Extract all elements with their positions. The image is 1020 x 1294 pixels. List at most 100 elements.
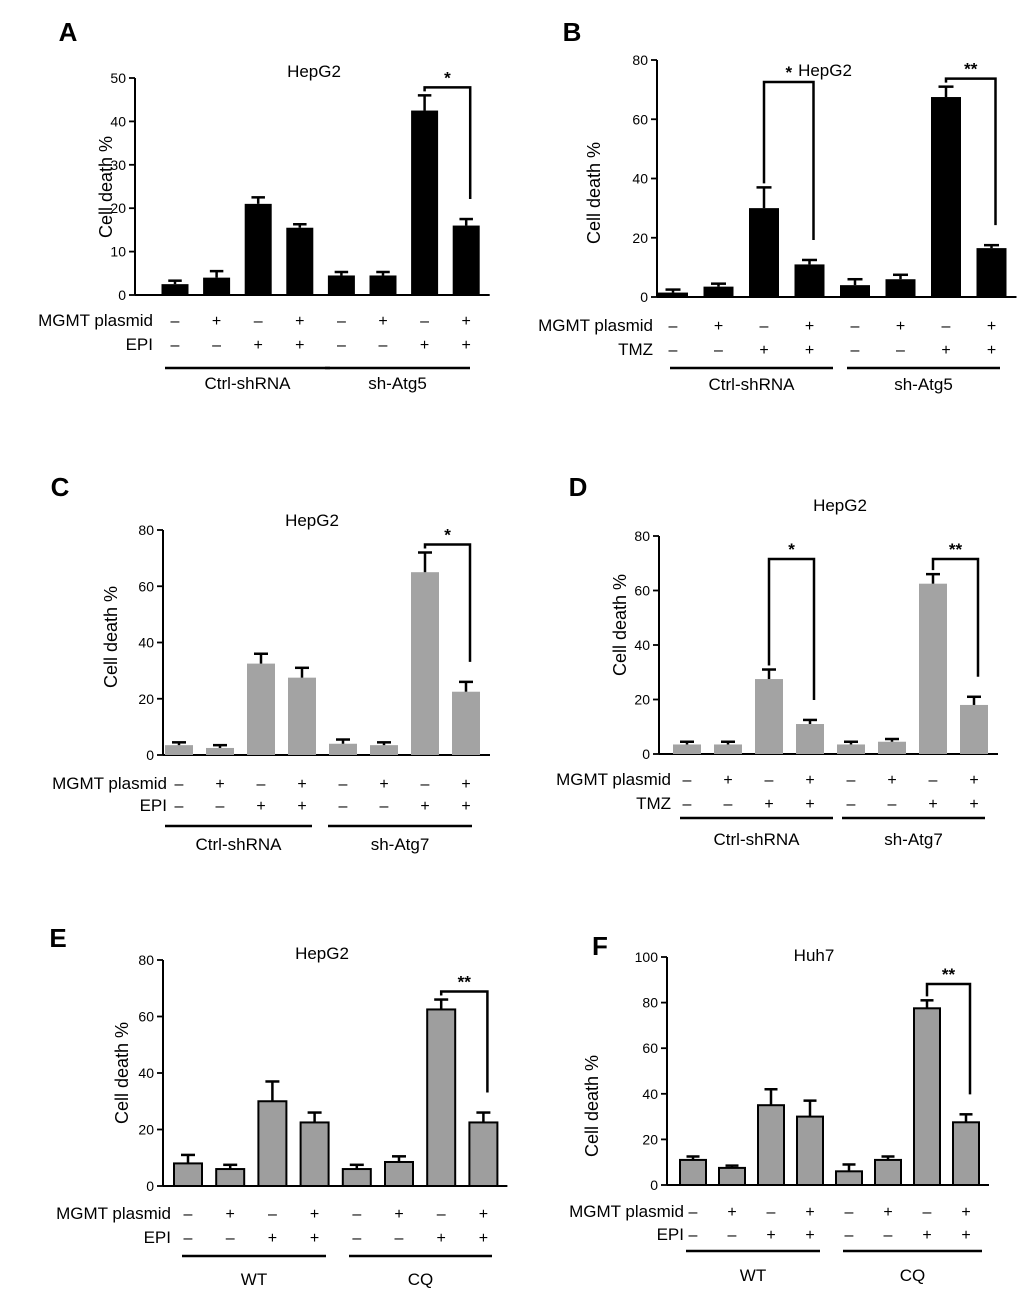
condition-sign: + [420,798,429,815]
bar [796,724,824,754]
condition-sign: – [184,1230,193,1247]
condition-sign: + [256,798,265,815]
bar [673,744,701,754]
condition-sign: + [462,313,471,330]
condition-sign: + [479,1230,488,1247]
condition-sign: + [987,342,996,359]
condition-sign: – [683,796,692,813]
panel-f: F Huh7 Cell death % 0 20 40 60 80 100 ** MGMT plas… [569,931,989,1285]
y-tick-label: 40 [632,171,648,187]
y-tick-label: 60 [642,1040,658,1056]
condition-sign: + [254,337,263,354]
condition-sign: + [437,1230,446,1247]
condition-sign: + [805,318,814,335]
condition-sign: – [851,318,860,335]
condition-label: EPI [144,1228,171,1247]
y-tick-label: 0 [118,287,126,303]
condition-sign: + [896,318,905,335]
condition-sign: – [254,313,263,330]
y-tick-label: 20 [110,200,126,216]
bar [452,691,480,755]
condition-sign: – [352,1206,361,1223]
bar [960,704,988,754]
condition-sign: + [462,337,471,354]
significance-label: ** [964,60,978,79]
panel-letter: A [59,17,78,47]
panel-e: E HepG2 Cell death % 0 20 40 60 80 ** MGMT plasmi… [49,923,508,1289]
condition-sign: – [845,1204,854,1221]
significance-label: * [444,526,451,545]
condition-sign: – [268,1206,277,1223]
bar [161,284,189,295]
condition-sign: – [923,1204,932,1221]
bar [718,1166,746,1187]
condition-sign: + [212,313,221,330]
group-label: sh-Atg5 [368,374,427,393]
significance-label: ** [949,540,963,559]
y-tick-label: 100 [635,949,659,965]
chart-title: HepG2 [285,511,339,530]
panel-c: C HepG2 Cell death % 0 20 40 60 80 * MGMT plasmid… [51,472,490,854]
significance-label: * [788,540,795,559]
bar [341,1168,372,1188]
condition-sign: + [766,1227,775,1244]
panel-letter: B [563,17,582,47]
bar [369,275,397,295]
group-label: Ctrl-shRNA [714,830,801,849]
condition-sign: – [337,337,346,354]
condition-sign: + [727,1204,736,1221]
condition-sign: + [987,318,996,335]
condition-sign: + [887,772,896,789]
panel-letter: D [569,472,588,502]
condition-sign: + [461,776,470,793]
condition-sign: + [759,342,768,359]
condition-sign: – [847,796,856,813]
condition-sign: + [764,796,773,813]
significance-bracket [423,86,472,200]
y-tick-label: 60 [138,1009,154,1025]
bar [840,285,870,297]
bar [658,292,688,297]
y-tick-label: 0 [146,747,154,763]
bar [468,1121,499,1187]
group-label: sh-Atg5 [894,375,953,394]
condition-label: MGMT plasmid [569,1202,684,1221]
bar [452,225,480,295]
bar [794,264,825,297]
condition-sign: – [724,796,733,813]
y-tick-label: 0 [650,1177,658,1193]
condition-sign: + [723,772,732,789]
bar [203,277,231,295]
y-axis-label: Cell death % [582,1055,602,1157]
condition-label: TMZ [636,794,671,813]
bar [931,97,961,297]
bar [714,744,742,754]
condition-label: MGMT plasmid [556,770,671,789]
y-axis-label: Cell death % [610,574,630,676]
y-tick-label: 10 [110,244,126,260]
significance-bracket [931,557,980,677]
condition-sign: – [175,776,184,793]
condition-sign: – [437,1206,446,1223]
bar [796,1115,824,1186]
bar [874,1158,902,1187]
condition-sign: + [805,1204,814,1221]
condition-sign: – [184,1206,193,1223]
bar [165,745,193,755]
condition-sign: + [961,1227,970,1244]
condition-sign: + [805,1227,814,1244]
y-tick-label: 80 [642,995,658,1011]
chart-title: Huh7 [794,946,835,965]
y-tick-label: 20 [642,1131,658,1147]
y-tick-label: 40 [138,635,154,651]
bar [749,208,779,297]
significance-bracket [439,990,489,1093]
y-tick-label: 80 [634,528,650,544]
y-axis-label: Cell death % [584,142,604,244]
condition-sign: + [941,342,950,359]
condition-sign: + [805,772,814,789]
bar [703,286,734,297]
condition-sign: – [212,337,221,354]
bar [288,677,316,755]
